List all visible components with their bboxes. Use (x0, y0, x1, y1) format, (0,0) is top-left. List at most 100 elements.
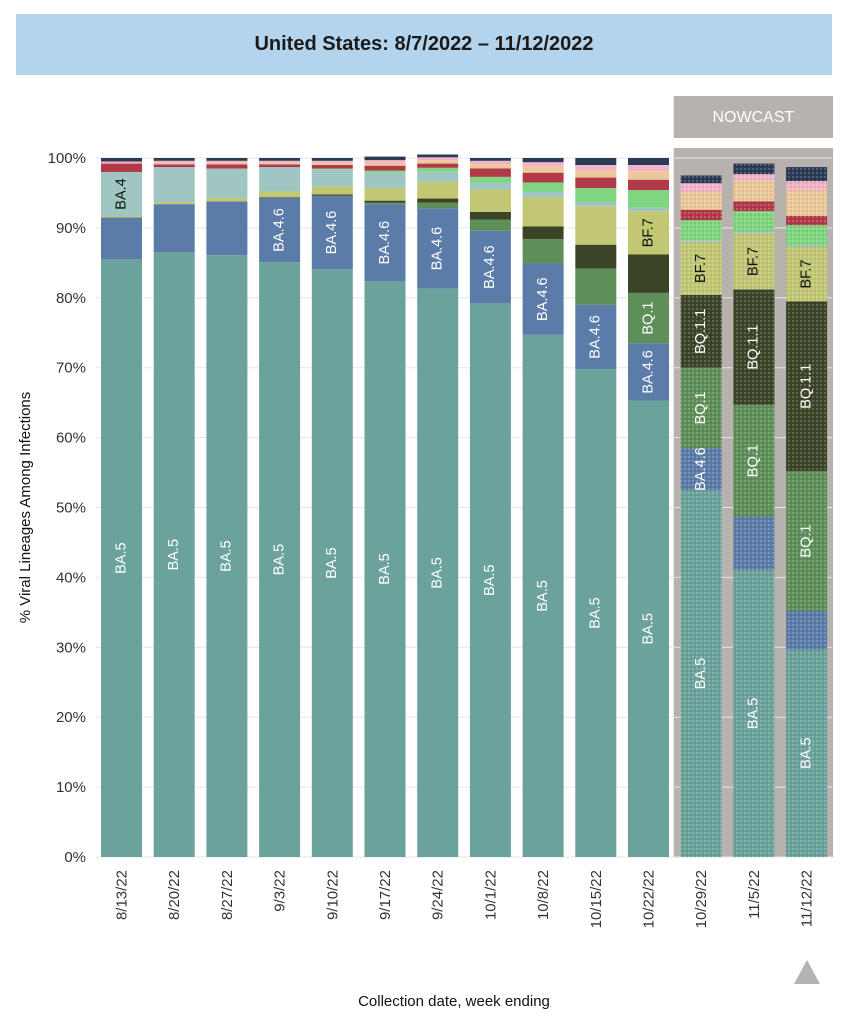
bar-segment[interactable] (417, 288, 459, 857)
bar-segment[interactable] (259, 162, 301, 165)
triangle-up-icon[interactable] (794, 960, 820, 984)
bar-segment[interactable] (522, 191, 564, 198)
bar-segment[interactable] (522, 226, 564, 240)
bar-segment[interactable] (153, 204, 195, 253)
bar-segment[interactable] (469, 176, 511, 183)
bar-segment[interactable] (364, 160, 406, 163)
bar-segment[interactable] (153, 202, 195, 205)
bar-segment[interactable] (469, 160, 511, 165)
bar-segment[interactable] (628, 179, 669, 191)
bar-segment[interactable] (259, 164, 301, 168)
bar-segment[interactable] (311, 164, 353, 169)
bar-segment[interactable] (153, 252, 195, 858)
bar-segment[interactable] (364, 204, 406, 282)
bar-segment[interactable] (101, 216, 142, 218)
bar-segment[interactable] (364, 202, 406, 205)
bar-segment[interactable] (311, 195, 353, 270)
bar-segment[interactable] (364, 156, 406, 161)
bar-segment[interactable] (469, 168, 511, 177)
bar-segment[interactable] (628, 207, 669, 212)
bar-segment[interactable] (259, 160, 301, 163)
bar-segment[interactable] (628, 254, 669, 293)
bar-segment[interactable] (575, 202, 617, 207)
bar-segment[interactable] (575, 304, 617, 370)
bar-segment[interactable] (522, 158, 564, 163)
bar-segment[interactable] (522, 182, 564, 192)
bar-segment[interactable] (575, 170, 617, 178)
bar-segment[interactable] (628, 292, 669, 344)
bar-segment[interactable] (469, 219, 511, 231)
bar-segment[interactable] (259, 167, 301, 192)
bar-segment[interactable] (469, 189, 511, 212)
bar-segment[interactable] (311, 168, 353, 170)
bar-segment[interactable] (628, 171, 669, 180)
bar-segment[interactable] (259, 197, 301, 198)
bar-segment[interactable] (153, 158, 195, 161)
bar-segment[interactable] (206, 158, 248, 161)
bar-segment[interactable] (417, 208, 459, 289)
bar-segment[interactable] (522, 334, 564, 857)
bar-segment[interactable] (101, 158, 142, 162)
bar-segment[interactable] (575, 177, 617, 189)
bar-segment[interactable] (628, 158, 669, 165)
bar-segment[interactable] (469, 211, 511, 220)
bar-segment[interactable] (628, 164, 669, 172)
bar-segment[interactable] (628, 343, 669, 401)
bar-segment[interactable] (575, 206, 617, 245)
bar-segment[interactable] (364, 200, 406, 203)
bar-segment[interactable] (522, 263, 564, 335)
bar-segment[interactable] (311, 158, 353, 161)
bar-segment[interactable] (522, 172, 564, 183)
bar-segment[interactable] (153, 162, 195, 165)
bar-segment[interactable] (469, 303, 511, 858)
bar-segment[interactable] (311, 162, 353, 165)
bar-segment[interactable] (469, 164, 511, 169)
bar-segment[interactable] (364, 172, 406, 189)
bar-segment[interactable] (153, 160, 195, 163)
bar-segment[interactable] (628, 211, 669, 255)
bar-segment[interactable] (311, 186, 353, 195)
bar-segment[interactable] (206, 160, 248, 163)
bar-segment[interactable] (417, 198, 459, 203)
bar-segment[interactable] (311, 169, 353, 187)
bar-segment[interactable] (364, 188, 406, 201)
bar-segment[interactable] (364, 162, 406, 166)
bar-segment[interactable] (575, 164, 617, 171)
bar-segment[interactable] (206, 201, 248, 256)
bar-segment[interactable] (311, 269, 353, 857)
bar-segment[interactable] (101, 161, 142, 164)
bar-segment[interactable] (575, 244, 617, 269)
bar-segment[interactable] (628, 400, 669, 857)
bar-segment[interactable] (311, 194, 353, 196)
bar-segment[interactable] (206, 168, 248, 198)
bar-segment[interactable] (417, 181, 459, 199)
bar-segment[interactable] (206, 162, 248, 165)
bar-segment[interactable] (259, 197, 301, 263)
bar-segment[interactable] (575, 268, 617, 305)
bar-segment[interactable] (153, 164, 195, 168)
bar-segment[interactable] (364, 165, 406, 171)
bar-segment[interactable] (575, 158, 617, 165)
bar-segment[interactable] (101, 259, 142, 858)
bar-segment[interactable] (469, 182, 511, 190)
bar-segment[interactable] (364, 170, 406, 173)
bar-segment[interactable] (101, 217, 142, 260)
bar-segment[interactable] (522, 166, 564, 173)
bar-segment[interactable] (101, 171, 142, 217)
bar-segment[interactable] (469, 230, 511, 304)
bar-segment[interactable] (522, 239, 564, 264)
bar-segment[interactable] (417, 202, 459, 209)
bar-segment[interactable] (101, 163, 142, 172)
bar-segment[interactable] (153, 167, 195, 203)
bar-segment[interactable] (259, 262, 301, 857)
bar-segment[interactable] (417, 167, 459, 172)
bar-segment[interactable] (417, 154, 459, 158)
bar-segment[interactable] (628, 190, 669, 208)
bar-segment[interactable] (206, 164, 248, 169)
bar-segment[interactable] (259, 158, 301, 161)
bar-segment[interactable] (364, 281, 406, 857)
bar-segment[interactable] (575, 369, 617, 857)
bar-segment[interactable] (469, 158, 511, 161)
bar-segment[interactable] (417, 160, 459, 164)
bar-segment[interactable] (522, 162, 564, 167)
